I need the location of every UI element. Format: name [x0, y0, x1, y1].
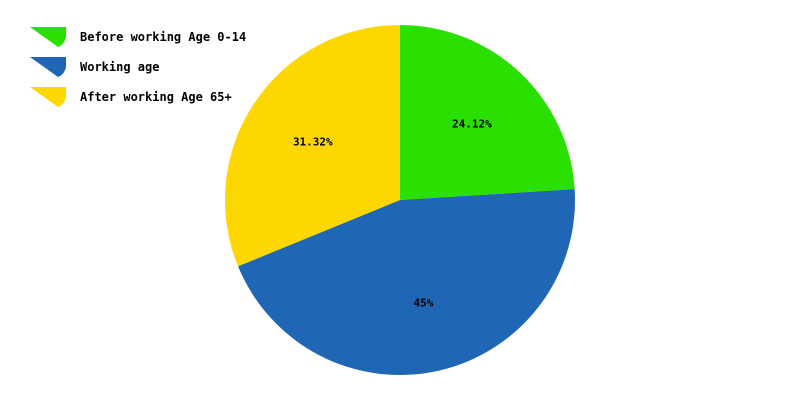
pie-slice-0: [400, 25, 575, 200]
legend-label-1: Working age: [80, 60, 159, 74]
pie-slice-1: [238, 189, 575, 375]
legend-item-0: Before working Age 0-14: [30, 27, 246, 47]
legend-label-2: After working Age 65+: [80, 90, 232, 104]
legend-swatch-1: [30, 57, 66, 77]
pie-slices: [224, 25, 575, 375]
legend-item-1: Working age: [30, 57, 159, 77]
slice-data-label-0: 24.12%: [452, 117, 492, 130]
legend-swatch-2: [30, 87, 66, 107]
pie-slice-2: [224, 25, 400, 267]
legend: Before working Age 0-14 Working age After …: [30, 27, 246, 107]
legend-label-0: Before working Age 0-14: [80, 30, 246, 44]
slice-data-label-1: 45%: [414, 296, 434, 309]
legend-item-2: After working Age 65+: [30, 87, 232, 107]
slice-labels: 24.12% 45% 31.32%: [293, 117, 492, 309]
legend-swatch-0: [30, 27, 66, 47]
slice-data-label-2: 31.32%: [293, 135, 333, 148]
